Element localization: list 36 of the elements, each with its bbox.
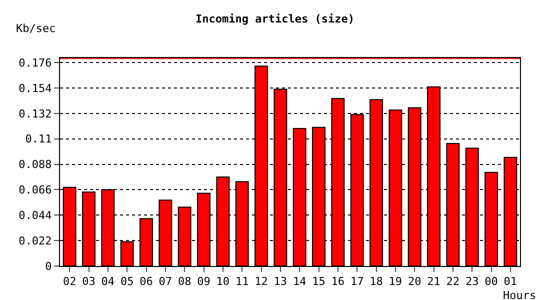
y-axis-title: Kb/sec xyxy=(16,22,56,35)
x-tick-label: 11 xyxy=(235,275,249,288)
x-tick-label: 01 xyxy=(504,275,518,288)
x-tick-label: 21 xyxy=(427,275,440,288)
x-tick-label: 17 xyxy=(350,275,364,288)
x-tick-label: 09 xyxy=(197,275,210,288)
x-axis-title: Hours xyxy=(503,289,536,300)
x-tick-label: 02 xyxy=(62,275,76,288)
x-tick-label: 10 xyxy=(216,275,230,288)
x-tick-label: 16 xyxy=(331,275,345,288)
x-tick-label: 04 xyxy=(101,275,115,288)
y-tick-label: 0.044 xyxy=(18,209,52,222)
y-tick-label: 0.088 xyxy=(18,158,52,172)
y-tick-label: 0.11 xyxy=(25,132,52,146)
x-tick-label: 20 xyxy=(408,275,422,288)
x-tick-label: 12 xyxy=(254,275,268,288)
x-tick-label: 14 xyxy=(292,275,307,288)
y-tick-label: 0.176 xyxy=(18,56,52,70)
x-tick-label: 22 xyxy=(446,275,460,288)
y-tick-label: 0.022 xyxy=(18,234,52,248)
y-tick-label: 0.132 xyxy=(18,107,52,120)
x-tick-label: 08 xyxy=(178,275,192,288)
x-tick-label: 23 xyxy=(465,275,479,288)
x-tick-label: 19 xyxy=(388,275,402,288)
x-tick-label: 18 xyxy=(370,275,383,288)
y-tick-label: 0.154 xyxy=(18,82,52,95)
x-tick-label: 13 xyxy=(274,275,288,288)
chart-title: Incoming articles (size) xyxy=(196,12,354,26)
x-tick-label: 06 xyxy=(140,275,153,288)
x-tick-label: 15 xyxy=(312,275,326,288)
y-tick-label: 0.066 xyxy=(18,184,52,197)
x-tick-label: 03 xyxy=(82,275,96,288)
x-tick-label: 00 xyxy=(484,275,498,288)
y-tick-label: 0 xyxy=(45,260,52,273)
x-tick-label: 07 xyxy=(158,275,172,288)
x-tick-label: 05 xyxy=(120,275,134,288)
